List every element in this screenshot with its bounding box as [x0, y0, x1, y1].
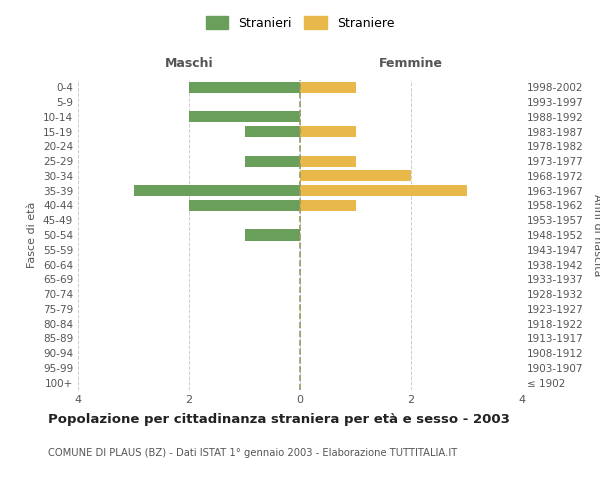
- Text: COMUNE DI PLAUS (BZ) - Dati ISTAT 1° gennaio 2003 - Elaborazione TUTTITALIA.IT: COMUNE DI PLAUS (BZ) - Dati ISTAT 1° gen…: [48, 448, 457, 458]
- Bar: [300, 185, 467, 196]
- Bar: [245, 230, 300, 240]
- Bar: [300, 126, 356, 137]
- Bar: [300, 156, 356, 166]
- Bar: [245, 126, 300, 137]
- Bar: [133, 185, 300, 196]
- Bar: [300, 200, 356, 211]
- Bar: [300, 82, 356, 93]
- Bar: [245, 156, 300, 166]
- Bar: [189, 112, 300, 122]
- Text: Maschi: Maschi: [164, 56, 214, 70]
- Text: Popolazione per cittadinanza straniera per età e sesso - 2003: Popolazione per cittadinanza straniera p…: [48, 412, 510, 426]
- Bar: [300, 170, 411, 181]
- Y-axis label: Anni di nascita: Anni di nascita: [592, 194, 600, 276]
- Y-axis label: Fasce di età: Fasce di età: [28, 202, 37, 268]
- Text: Femmine: Femmine: [379, 56, 443, 70]
- Bar: [189, 200, 300, 211]
- Bar: [189, 82, 300, 93]
- Legend: Stranieri, Straniere: Stranieri, Straniere: [201, 11, 399, 35]
